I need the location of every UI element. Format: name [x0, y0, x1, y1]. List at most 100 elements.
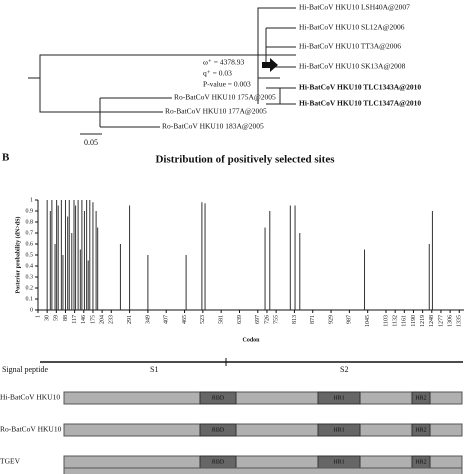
bar — [95, 211, 97, 310]
x-tick-label: 1248 — [429, 315, 435, 327]
annotation: ω⁺ = 4378.93 — [203, 58, 245, 67]
taxon-label: Hi-BatCoV HKU10 LSH40A@2007 — [299, 3, 410, 12]
domain-label: RBD — [212, 459, 225, 465]
x-tick-label: 1335 — [457, 315, 463, 327]
bar — [73, 200, 75, 310]
bar — [129, 205, 131, 310]
y-tick-label: 0.1 — [26, 296, 34, 302]
protein-bar — [63, 391, 463, 405]
region-label: S1 — [150, 365, 158, 374]
x-tick-label: 1161 — [402, 315, 408, 327]
y-tick-label: 0.2 — [26, 285, 34, 291]
domain-label: RBD — [212, 395, 225, 401]
arrow — [262, 58, 278, 72]
y-tick-label: 0.6 — [26, 241, 34, 247]
x-tick-label: 1190 — [411, 315, 417, 327]
x-tick-label: 871 — [310, 315, 316, 324]
protein-bar — [63, 423, 463, 437]
domain-label: HR2 — [415, 427, 426, 433]
x-tick-label: 1306 — [447, 315, 453, 327]
bar — [64, 200, 66, 310]
x-tick-label: 1132 — [393, 315, 399, 327]
y-tick-label: 0.7 — [26, 230, 34, 236]
y-tick-label: 1 — [30, 197, 33, 203]
y-tick-label: 0.8 — [26, 219, 34, 225]
y-tick-label: 0.3 — [26, 274, 34, 280]
bar — [51, 200, 53, 310]
y-axis-label: Posterior probability (dN>dS) — [14, 217, 21, 294]
scale-label: 0.05 — [84, 138, 98, 147]
bar — [364, 249, 366, 310]
bar — [46, 200, 48, 310]
x-tick-label: 726 — [264, 315, 270, 324]
domain-label: RBD — [212, 427, 225, 433]
x-tick-label: 88 — [63, 315, 69, 321]
x-tick-label: 523 — [200, 315, 206, 324]
bar — [294, 205, 296, 310]
x-tick-label: 755 — [273, 315, 279, 324]
domain-label: HR2 — [415, 459, 426, 465]
x-tick-label: 59 — [54, 315, 60, 321]
taxon-label: Hi-BatCoV HKU10 SL12A@2006 — [299, 23, 405, 32]
domain — [411, 391, 431, 405]
bar — [81, 200, 83, 310]
x-tick-label: 1 — [35, 315, 41, 318]
protein-bar — [63, 455, 463, 469]
y-tick-label: 0.4 — [26, 263, 34, 269]
bar — [67, 216, 69, 310]
y-tick-label: 0 — [30, 307, 33, 313]
domain-label: HR1 — [333, 427, 344, 433]
bar — [56, 200, 58, 310]
bar — [71, 233, 73, 310]
bar — [119, 244, 121, 310]
x-tick-label: 465 — [182, 315, 188, 324]
protein-bar — [63, 467, 463, 474]
bar — [62, 255, 64, 310]
x-tick-label: 639 — [237, 315, 243, 324]
x-tick-label: 175 — [90, 315, 96, 324]
x-tick-label: 1103 — [383, 315, 389, 327]
taxon-label: Ro-BatCoV HKU10 183A@2005 — [162, 122, 264, 131]
taxon-label: Hi-BatCoV HKU10 TLC1343A@2010 — [299, 83, 421, 92]
bar — [428, 244, 430, 310]
bar — [89, 200, 91, 310]
protein-label: TGEV — [0, 457, 21, 466]
x-tick-label: 697 — [255, 315, 261, 324]
x-tick-label: 581 — [219, 315, 225, 324]
x-tick-label: 291 — [127, 315, 133, 324]
x-tick-label: 349 — [145, 315, 151, 324]
x-tick-label: 117 — [72, 315, 78, 324]
bar — [75, 205, 77, 310]
region-label: Signal peptide — [2, 365, 48, 374]
protein-label: Hi-BatCoV HKU10 — [0, 393, 60, 402]
taxon-label: Hi-BatCoV HKU10 TLC1347A@2010 — [299, 99, 421, 108]
taxon-label: Hi-BatCoV HKU10 TT3A@2006 — [299, 42, 401, 51]
protein-label: Ro-BatCoV HKU10 — [0, 425, 62, 434]
tree-branches — [28, 7, 296, 135]
x-tick-label: 204 — [99, 315, 105, 324]
bar — [147, 255, 149, 310]
bar — [185, 255, 187, 310]
annotation: P-value = 0.003 — [203, 80, 251, 89]
domain — [411, 423, 431, 437]
bar — [60, 200, 62, 310]
x-tick-label: 987 — [347, 315, 353, 324]
bar — [269, 211, 271, 310]
x-tick-label: 30 — [45, 315, 51, 321]
x-tick-label: 1277 — [438, 315, 444, 327]
bar — [289, 205, 291, 310]
bar — [68, 200, 70, 310]
bar — [92, 202, 94, 310]
bar — [86, 200, 88, 310]
y-tick-label: 0.9 — [26, 208, 34, 214]
bar — [79, 249, 81, 310]
bar — [431, 211, 433, 310]
bar — [77, 200, 79, 310]
x-tick-label: 929 — [328, 315, 334, 324]
x-tick-label: 1045 — [365, 315, 371, 327]
bar — [54, 244, 56, 310]
x-tick-label: 1219 — [420, 315, 426, 327]
taxon-label: Hi-BatCoV HKU10 SK13A@2008 — [299, 62, 406, 71]
domain — [199, 391, 237, 405]
